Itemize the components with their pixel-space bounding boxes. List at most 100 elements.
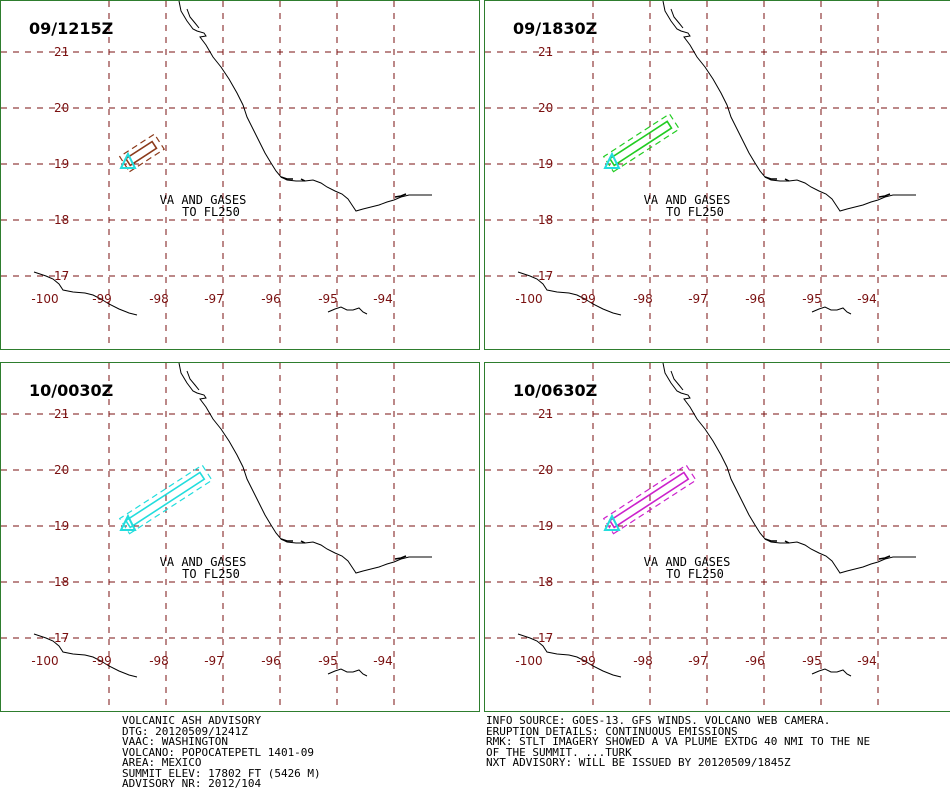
lake	[878, 555, 891, 560]
lon-label: -97	[204, 292, 224, 306]
coastline	[811, 668, 852, 677]
advisory-line: VOLCANO: POPOCATEPETL 1401-09	[122, 745, 315, 759]
annotation-line: VA AND GASES	[160, 193, 247, 207]
advisory-line: OF THE SUMMIT. ...TURK	[486, 745, 632, 759]
annotation-line: TO FL250	[666, 205, 724, 219]
advisory-line: INFO SOURCE: GOES-13. GFS WINDS. VOLCANO…	[486, 714, 831, 727]
lat-label: 19	[54, 157, 69, 171]
map-panel-1: 21 20 19 18 17 -100 -99 -98 -97 -96 -95 -94 VA AND G…	[0, 0, 480, 350]
volcano-icon	[603, 151, 621, 169]
advisory-line: NXT ADVISORY: WILL BE ISSUED BY 20120509…	[486, 756, 791, 769]
lon-label: -100	[31, 654, 58, 668]
lat-label: 18	[54, 213, 69, 227]
annotation-line: TO FL250	[666, 567, 724, 581]
panel-time: 10/0630Z	[513, 381, 598, 400]
annotation-line: VA AND GASES	[644, 193, 731, 207]
advisory-line: DTG: 20120509/1241Z	[122, 724, 248, 738]
map-svg: 21 20 19 18 17 -100 -99 -98 -97 -96 -95 -94 VA AND G…	[1, 1, 479, 349]
coastline	[178, 1, 432, 212]
lake	[878, 193, 891, 198]
lon-label: -98	[149, 654, 169, 668]
coastline	[327, 306, 368, 315]
plume	[608, 120, 673, 167]
panel-time: 09/1215Z	[29, 19, 114, 38]
plume-outline	[118, 133, 166, 173]
lake	[784, 540, 790, 544]
lat-label: 19	[538, 157, 553, 171]
lon-label: -96	[745, 292, 765, 306]
lon-label: -97	[688, 654, 708, 668]
lon-label: -98	[633, 654, 653, 668]
annotation-line: TO FL250	[182, 205, 240, 219]
lat-label: 17	[538, 631, 553, 645]
lon-label: -95	[318, 654, 338, 668]
advisory-line: VOLCANIC ASH ADVISORY	[122, 714, 262, 727]
lake	[300, 178, 306, 182]
lat-label: 20	[538, 101, 553, 115]
panel-time: 09/1830Z	[513, 19, 598, 38]
plume-outline	[602, 113, 681, 173]
annotation-line: VA AND GASES	[160, 555, 247, 569]
advisory-right: INFO SOURCE: GOES-13. GFS WINDS. VOLCANO…	[486, 714, 870, 769]
lon-label: -100	[515, 654, 542, 668]
lake	[764, 538, 777, 542]
volcano-icon	[119, 513, 137, 531]
lat-label: 17	[54, 269, 69, 283]
lon-label: -95	[802, 292, 822, 306]
lon-label: -94	[373, 292, 393, 306]
coastline	[670, 370, 684, 391]
lat-label: 20	[54, 101, 69, 115]
lat-label: 18	[538, 575, 553, 589]
map-svg: 21 20 19 18 17 -100 -99 -98 -97 -96 -95 -94 VA AND G…	[485, 1, 950, 349]
lat-label: 20	[538, 463, 553, 477]
advisory-line: VAAC: WASHINGTON	[122, 735, 228, 748]
lon-label: -96	[745, 654, 765, 668]
coastline	[186, 8, 200, 29]
lat-label: 18	[54, 575, 69, 589]
lake	[394, 555, 407, 560]
map-svg: 21 20 19 18 17 -100 -99 -98 -97 -96 -95 -94 VA AND G…	[1, 363, 479, 711]
lon-label: -94	[857, 292, 877, 306]
lake	[300, 540, 306, 544]
lon-label: -98	[149, 292, 169, 306]
lon-label: -96	[261, 654, 281, 668]
lat-label: 17	[538, 269, 553, 283]
lon-label: -99	[576, 654, 596, 668]
lon-label: -99	[92, 292, 112, 306]
lat-label: 21	[54, 45, 69, 59]
lon-label: -95	[318, 292, 338, 306]
plume-outline	[118, 464, 213, 535]
lat-label: 21	[54, 407, 69, 421]
lon-label: -98	[633, 292, 653, 306]
coastline	[327, 668, 368, 677]
lon-label: -99	[92, 654, 112, 668]
lake	[764, 176, 777, 180]
lon-label: -94	[373, 654, 393, 668]
lon-label: -96	[261, 292, 281, 306]
lake	[280, 176, 293, 180]
plume	[124, 471, 206, 529]
coastline	[662, 363, 916, 574]
plume	[124, 140, 158, 167]
coastline	[33, 633, 138, 678]
coastline	[662, 1, 916, 212]
coastline	[670, 8, 684, 29]
lon-label: -100	[515, 292, 542, 306]
coastline	[33, 271, 138, 316]
lake	[280, 538, 293, 542]
annotation-line: VA AND GASES	[644, 555, 731, 569]
lat-label: 19	[54, 519, 69, 533]
lat-label: 20	[54, 463, 69, 477]
advisory-line: AREA: MEXICO	[122, 756, 202, 769]
map-panel-4: 21 20 19 18 17 -100 -99 -98 -97 -96 -95 -94 VA AND G…	[484, 362, 950, 712]
plume-outline	[602, 464, 697, 535]
lat-label: 18	[538, 213, 553, 227]
volcano-icon	[119, 151, 137, 169]
map-panel-2: 21 20 19 18 17 -100 -99 -98 -97 -96 -95 -94 VA AND G…	[484, 0, 950, 350]
map-panel-3: 21 20 19 18 17 -100 -99 -98 -97 -96 -95 -94 VA AND G…	[0, 362, 480, 712]
coastline	[811, 306, 852, 315]
annotation-line: TO FL250	[182, 567, 240, 581]
lake	[784, 178, 790, 182]
lon-label: -100	[31, 292, 58, 306]
advisory-line: ERUPTION DETAILS: CONTINUOUS EMISSIONS	[486, 724, 738, 738]
